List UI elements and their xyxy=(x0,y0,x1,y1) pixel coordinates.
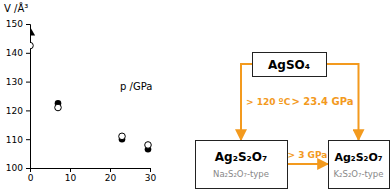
tick-label: 130 xyxy=(6,77,23,87)
tick-label: 150 xyxy=(6,19,23,29)
node: Ag₂S₂O₇ K₂S₂O₇-type xyxy=(329,141,390,189)
tick-mark xyxy=(26,24,30,25)
tick: 110 xyxy=(6,135,30,145)
tick-mark xyxy=(26,82,30,83)
tick: 130 xyxy=(6,77,30,87)
tick-label: 0 xyxy=(28,173,34,183)
diagram: > 120 ºC> 23.4 GPa > 3 GPa AgSO₄ Ag₂S₂O₇ Na₂… xyxy=(196,53,390,189)
tick: 100 xyxy=(6,163,30,173)
node-subtitle: Na₂S₂O₇-type xyxy=(213,169,269,179)
tick-mark xyxy=(110,168,111,172)
tick-mark xyxy=(70,168,71,172)
tick: 120 xyxy=(6,106,30,116)
node-subtitle: K₂S₂O₇-type xyxy=(334,169,384,179)
tick-label: 10 xyxy=(65,173,77,183)
x-axis: 0 10 20 30 xyxy=(28,168,157,183)
point xyxy=(55,104,62,111)
x-axis-title: p /GPa xyxy=(120,81,152,92)
axis-line xyxy=(31,169,151,173)
arrow-label: > 23.4 GPa xyxy=(291,96,353,107)
tick-mark xyxy=(26,139,30,140)
arrow-label: > 3 GPa xyxy=(288,150,328,160)
node: Ag₂S₂O₇ Na₂S₂O₇-type xyxy=(196,141,288,189)
arrow-label: > 120 ºC xyxy=(246,97,291,107)
arrow xyxy=(287,163,328,165)
tick-label: 100 xyxy=(6,163,23,173)
point xyxy=(30,27,35,36)
tick: 20 xyxy=(105,168,117,183)
tick-label: 110 xyxy=(6,135,23,145)
node-label: Ag₂S₂O₇ xyxy=(334,151,382,164)
tick-mark xyxy=(26,110,30,111)
figure: 100 110 120 130 140 150 0 10 20 30 V /Å³ p /GPa > 12… xyxy=(0,0,391,193)
tick-label: 20 xyxy=(105,173,117,183)
tick: 140 xyxy=(6,48,30,58)
point xyxy=(30,42,33,49)
tick: 30 xyxy=(145,168,157,183)
tick-label: 30 xyxy=(145,173,157,183)
node-box xyxy=(329,141,390,189)
tick: 0 xyxy=(28,168,34,183)
tick-label: 120 xyxy=(6,106,23,116)
tick-mark xyxy=(26,168,30,169)
tick: 10 xyxy=(65,168,77,183)
tick-mark xyxy=(150,168,151,172)
tick-mark xyxy=(30,168,31,172)
plot-area xyxy=(30,27,151,153)
point xyxy=(145,142,152,149)
node-box xyxy=(196,141,288,189)
tick-mark xyxy=(26,53,30,54)
point xyxy=(119,133,126,140)
axis-line xyxy=(26,25,31,169)
tick-label: 140 xyxy=(6,48,23,58)
tick: 150 xyxy=(6,19,30,29)
node-label: AgSO₄ xyxy=(268,58,310,72)
node-box xyxy=(253,53,327,77)
y-axis-title: V /Å³ xyxy=(4,2,28,14)
node: AgSO₄ xyxy=(253,53,327,77)
y-axis: 100 110 120 130 140 150 xyxy=(6,19,31,173)
node-label: Ag₂S₂O₇ xyxy=(215,150,268,164)
